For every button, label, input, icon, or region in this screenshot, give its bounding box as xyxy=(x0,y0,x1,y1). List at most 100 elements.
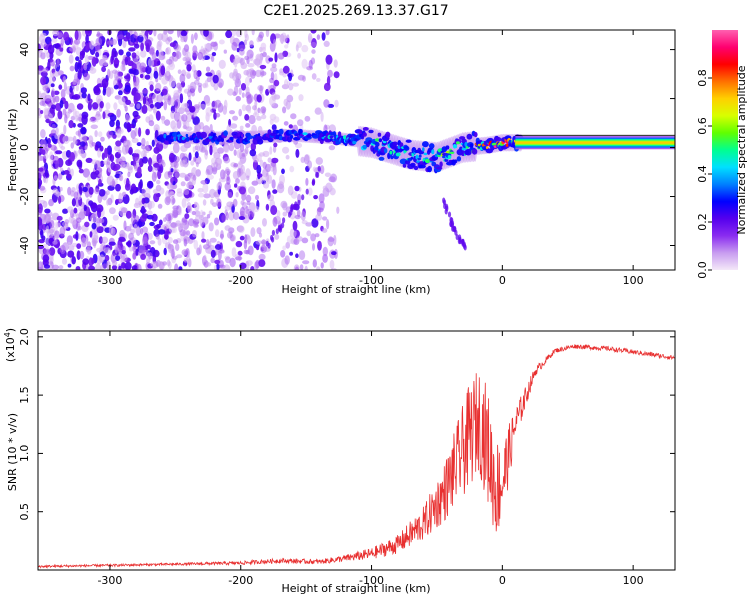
heatmap-cell xyxy=(97,160,101,168)
heatmap-cell xyxy=(322,185,328,191)
heatmap-cell xyxy=(76,159,83,168)
heatmap-cell xyxy=(214,244,222,250)
heatmap-cell xyxy=(269,146,273,155)
heatmap-cell xyxy=(188,218,195,227)
heatmap-cell xyxy=(157,203,163,209)
heatmap-cell xyxy=(454,229,458,236)
heatmap-cell xyxy=(171,52,179,62)
heatmap-cell xyxy=(368,129,374,134)
heatmap-cell xyxy=(174,263,179,270)
heatmap-cell xyxy=(471,148,478,155)
heatmap-cell xyxy=(179,73,186,84)
heatmap-cell xyxy=(267,137,274,143)
heatmap-cell xyxy=(153,109,157,114)
heatmap-cell xyxy=(220,169,226,180)
snr-xlabel: Height of straight line (km) xyxy=(281,582,430,595)
heatmap-cell xyxy=(54,95,60,103)
heatmap-cell xyxy=(265,240,269,247)
heatmap-cell xyxy=(493,136,502,142)
heatmap-cell xyxy=(223,156,231,164)
heatmap-cell xyxy=(210,249,216,258)
heatmap-cell xyxy=(96,247,103,253)
heatmap-cell xyxy=(308,36,313,41)
heatmap-cell xyxy=(252,205,260,213)
heatmap-cell xyxy=(56,215,63,221)
heatmap-cell xyxy=(123,36,130,42)
heatmap-cell xyxy=(322,246,328,257)
heatmap-cell xyxy=(327,237,335,242)
heatmap-cell xyxy=(85,34,89,44)
heatmap-cell xyxy=(206,77,212,83)
heatmap-cell xyxy=(192,146,196,153)
heatmap-cell xyxy=(282,35,288,43)
heatmap-cell xyxy=(70,168,74,177)
heatmap-cell xyxy=(459,146,463,152)
heatmap-cell xyxy=(294,133,299,137)
heatmap-cell xyxy=(289,134,294,139)
snr-ytick-label: 1.5 xyxy=(18,386,31,404)
heatmap-cell xyxy=(250,227,256,238)
heatmap-cell xyxy=(149,47,155,56)
heatmap-cell xyxy=(316,77,321,82)
heatmap-cell xyxy=(83,204,88,212)
heatmap-cell xyxy=(38,208,43,215)
heatmap-cell xyxy=(102,111,106,120)
heatmap-cell xyxy=(224,168,231,175)
heatmap-cell xyxy=(133,92,141,102)
heatmap-cell xyxy=(455,234,459,241)
heatmap-cell xyxy=(75,56,80,62)
heatmap-cell xyxy=(136,103,141,110)
heatmap-cell xyxy=(100,136,105,142)
heatmap-cell xyxy=(115,75,123,81)
heatmap-cell xyxy=(298,128,303,135)
heatmap-cell xyxy=(113,84,119,90)
colorbar: 0.0 0.2 0.4 0.6 0.8 Normalized spectral ampl… xyxy=(696,30,748,279)
colorbar-tick-label: 0.8 xyxy=(696,69,709,87)
heatmap-cell xyxy=(256,227,262,235)
heatmap-cell xyxy=(219,39,225,45)
heatmap-cell xyxy=(296,209,301,218)
heatmap-cell xyxy=(290,113,297,120)
heatmap-cell xyxy=(38,216,43,226)
heatmap-cell xyxy=(232,198,238,207)
heatmap-cell xyxy=(285,154,290,160)
heatmap-cell xyxy=(38,178,43,187)
heatmap-cell xyxy=(270,234,274,241)
heatmap-cell xyxy=(63,124,67,135)
heatmap-cell xyxy=(286,235,294,244)
heatmap-cell xyxy=(449,221,453,227)
heatmap-cell xyxy=(185,126,193,131)
heatmap-cell xyxy=(181,198,187,208)
heatmap-cell xyxy=(270,205,278,216)
heatmap-cell xyxy=(302,132,308,136)
heatmap-cell xyxy=(454,159,458,164)
heatmap-cell xyxy=(179,93,184,104)
heatmap-cell xyxy=(273,142,278,148)
heatmap-cell xyxy=(73,207,78,214)
heatmap-cell xyxy=(418,164,426,169)
heatmap-cell xyxy=(49,151,54,162)
heatmap-cell xyxy=(183,258,189,263)
heatmap-cell xyxy=(142,96,147,105)
heatmap-cell xyxy=(198,244,202,255)
heatmap-cell xyxy=(43,107,49,116)
heatmap-cell xyxy=(165,196,171,204)
heatmap-cell xyxy=(123,140,128,146)
heatmap-cell xyxy=(146,210,153,216)
heatmap-cell xyxy=(244,76,251,87)
heatmap-cell xyxy=(212,146,218,154)
heatmap-cell xyxy=(52,240,58,245)
heatmap-cell xyxy=(116,244,122,253)
heatmap-cell xyxy=(245,86,250,96)
heatmap-cell xyxy=(244,234,248,244)
heatmap-cell xyxy=(233,149,237,156)
heatmap-cell xyxy=(236,149,243,159)
spectrogram-xtick-label: -200 xyxy=(228,274,253,287)
heatmap-cell xyxy=(133,31,138,39)
heatmap-cell xyxy=(42,85,50,92)
snr-frame xyxy=(37,330,676,571)
heatmap-cell xyxy=(262,174,268,182)
heatmap-cell xyxy=(247,108,251,114)
heatmap-cell xyxy=(428,143,435,149)
